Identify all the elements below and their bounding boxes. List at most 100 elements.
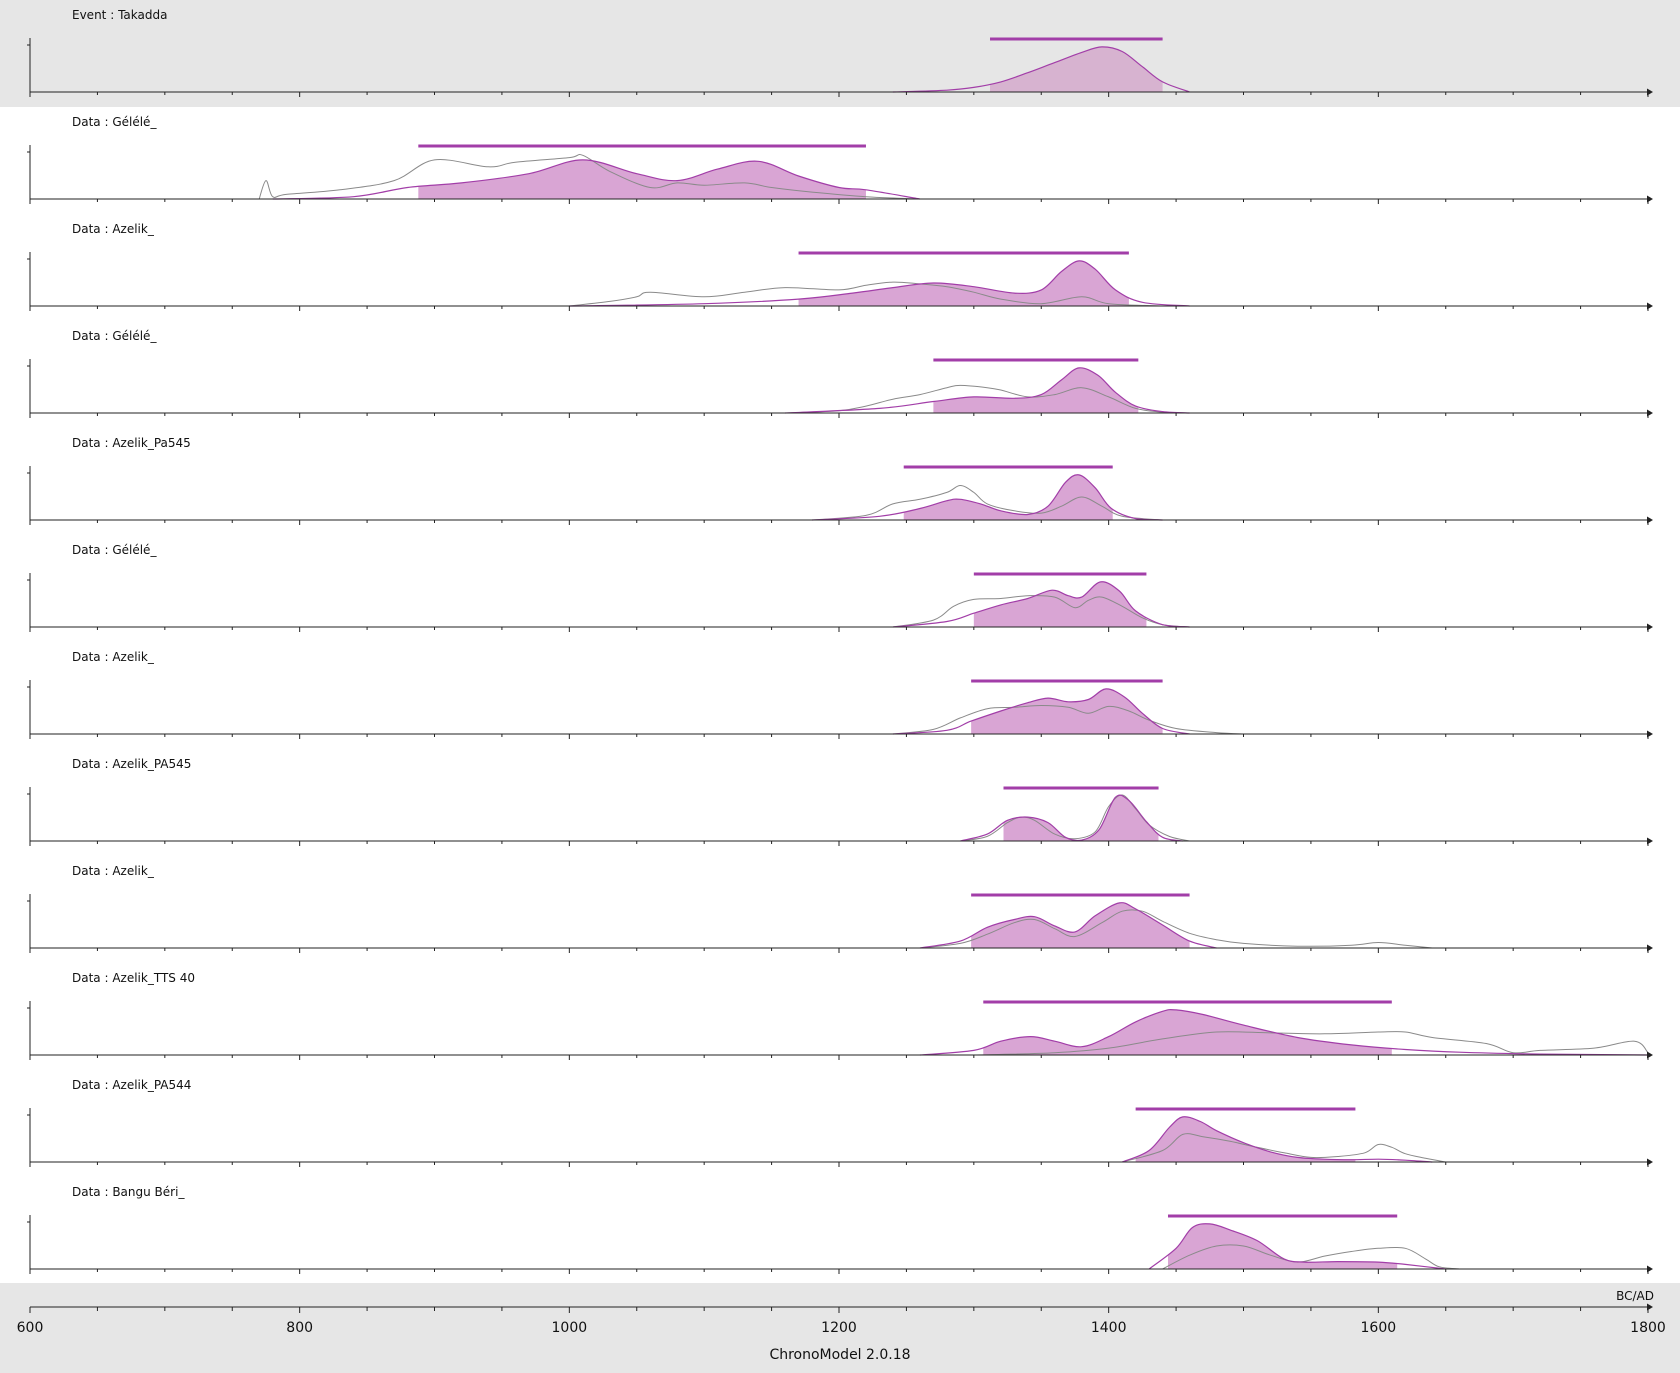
panel-title: Data : Gélélé_ bbox=[72, 543, 156, 557]
hpd-fill bbox=[903, 474, 1113, 520]
panel-name: Azelik_PA544 bbox=[112, 1078, 192, 1092]
data-panel: Data : Azelik_ bbox=[0, 642, 1680, 749]
panel-title-separator: : bbox=[100, 864, 113, 878]
panel-title: Data : Azelik_PA545 bbox=[72, 757, 191, 771]
hpd-fill bbox=[1003, 795, 1159, 841]
panel-title-separator: : bbox=[100, 757, 113, 771]
panel-kind: Data bbox=[72, 222, 101, 236]
data-panel: Data : Bangu Béri_ bbox=[0, 1177, 1680, 1284]
panel-title: Data : Azelik_TTS 40 bbox=[72, 971, 195, 985]
posterior-curve bbox=[892, 581, 1190, 628]
panel-title-separator: : bbox=[100, 329, 113, 343]
panel-plot bbox=[27, 465, 1653, 525]
time-axis: 600 800 1000 1200 1400 1600 1800 bbox=[17, 1303, 1666, 1336]
data-panel: Data : Azelik_PA545 bbox=[0, 749, 1680, 856]
calibration-curve bbox=[811, 484, 1163, 521]
panel-kind: Event bbox=[72, 8, 107, 22]
posterior-curve bbox=[569, 260, 1190, 307]
posterior-curve bbox=[1148, 1223, 1446, 1270]
panel-title-separator: : bbox=[100, 1078, 113, 1092]
calibration-curve bbox=[258, 154, 920, 200]
panel-title-separator: : bbox=[100, 971, 113, 985]
calibration-curve bbox=[785, 384, 1190, 414]
app-version-label: ChronoModel 2.0.18 bbox=[769, 1347, 911, 1363]
calibration-curve bbox=[1122, 1133, 1446, 1163]
panel-title-separator: : bbox=[100, 543, 113, 557]
panel-title: Data : Azelik_ bbox=[72, 222, 154, 236]
hpd-fill bbox=[971, 688, 1163, 734]
hpd-fill bbox=[933, 367, 1139, 413]
data-panel: Data : Gélélé_ bbox=[0, 321, 1680, 428]
x-tick-label: 1400 bbox=[1091, 1320, 1127, 1336]
posterior-curve bbox=[272, 159, 920, 200]
panel-name: Gélélé_ bbox=[112, 543, 157, 557]
panel-name: Azelik_ bbox=[112, 650, 154, 664]
panel-title-separator: : bbox=[106, 8, 119, 22]
hpd-fill bbox=[418, 159, 866, 199]
x-tick-label: 800 bbox=[286, 1320, 313, 1336]
chart-stack: Event : Takadda Data : Gélélé_ Data : Azel… bbox=[0, 0, 1680, 1284]
panel-plot bbox=[27, 1214, 1653, 1274]
panel-name: Gélélé_ bbox=[112, 329, 157, 343]
calibration-curve bbox=[973, 1031, 1649, 1056]
panel-name: Azelik_TTS 40 bbox=[112, 971, 195, 985]
x-tick-label: 1800 bbox=[1630, 1320, 1666, 1336]
posterior-curve bbox=[919, 902, 1217, 949]
panel-kind: Data bbox=[72, 329, 101, 343]
panel-title-separator: : bbox=[100, 115, 113, 129]
panel-plot bbox=[27, 1107, 1653, 1167]
posterior-curve bbox=[892, 688, 1190, 735]
posterior-curve bbox=[811, 474, 1163, 521]
panel-kind: Data bbox=[72, 436, 101, 450]
panel-title: Data : Azelik_Pa545 bbox=[72, 436, 191, 450]
data-panel: Data : Azelik_ bbox=[0, 856, 1680, 963]
panel-plot bbox=[27, 572, 1653, 632]
panel-title: Data : Gélélé_ bbox=[72, 115, 156, 129]
panel-title: Data : Azelik_ bbox=[72, 650, 154, 664]
x-tick-label: 1600 bbox=[1361, 1320, 1397, 1336]
panel-kind: Data bbox=[72, 971, 101, 985]
panel-plot bbox=[27, 358, 1653, 418]
calibration-curve bbox=[919, 909, 1433, 949]
hpd-fill bbox=[798, 260, 1129, 306]
posterior-curve bbox=[919, 1008, 1649, 1056]
data-panel: Data : Azelik_TTS 40 bbox=[0, 963, 1680, 1070]
calibration-curve bbox=[892, 704, 1244, 735]
x-tick-label: 1200 bbox=[821, 1320, 857, 1336]
panel-kind: Data bbox=[72, 543, 101, 557]
panel-title: Event : Takadda bbox=[72, 8, 167, 22]
panel-name: Azelik_ bbox=[112, 222, 154, 236]
panel-title-separator: : bbox=[100, 1185, 113, 1199]
hpd-fill bbox=[973, 581, 1147, 627]
panel-plot bbox=[27, 37, 1653, 97]
axis-unit-label: BC/AD bbox=[1616, 1289, 1654, 1303]
panel-title: Data : Bangu Béri_ bbox=[72, 1185, 184, 1199]
calibration-curve bbox=[569, 281, 1163, 307]
panel-kind: Data bbox=[72, 1185, 101, 1199]
data-panel: Data : Azelik_ bbox=[0, 214, 1680, 321]
data-panel: Data : Gélélé_ bbox=[0, 535, 1680, 642]
hpd-fill bbox=[990, 46, 1163, 92]
time-axis-strip: 600 800 1000 1200 1400 1600 1800 BC/AD ChronoM… bbox=[0, 1283, 1680, 1373]
panel-name: Takadda bbox=[118, 8, 168, 22]
event-panel: Event : Takadda bbox=[0, 0, 1680, 107]
panel-name: Gélélé_ bbox=[112, 115, 157, 129]
panel-title: Data : Azelik_ bbox=[72, 864, 154, 878]
calibration-curve bbox=[1162, 1244, 1460, 1270]
panel-plot bbox=[27, 1000, 1653, 1060]
panel-kind: Data bbox=[72, 1078, 101, 1092]
panel-title: Data : Gélélé_ bbox=[72, 329, 156, 343]
posterior-curve bbox=[892, 46, 1190, 93]
posterior-curve bbox=[785, 367, 1190, 414]
panel-name: Bangu Béri_ bbox=[112, 1185, 185, 1199]
hpd-fill bbox=[1135, 1116, 1356, 1162]
hpd-fill bbox=[983, 1009, 1392, 1055]
panel-plot bbox=[27, 679, 1653, 739]
panel-name: Azelik_ bbox=[112, 864, 154, 878]
panel-kind: Data bbox=[72, 650, 101, 664]
hpd-fill bbox=[1167, 1223, 1398, 1269]
calibration-curve bbox=[892, 595, 1190, 628]
x-tick-label: 600 bbox=[17, 1320, 44, 1336]
panel-title-separator: : bbox=[100, 436, 113, 450]
panel-plot bbox=[27, 144, 1653, 204]
